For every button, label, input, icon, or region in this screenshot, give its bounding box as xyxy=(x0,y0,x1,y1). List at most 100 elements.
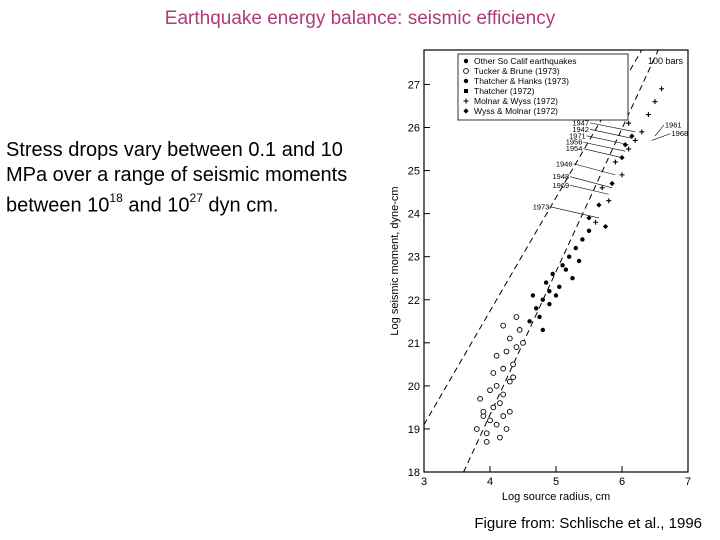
year-label: 1969 xyxy=(553,181,570,190)
legend-entry: Other So Calif earthquakes xyxy=(474,56,577,66)
y-tick-label: 20 xyxy=(408,381,420,393)
data-point xyxy=(645,112,651,118)
data-point xyxy=(609,180,615,187)
data-point xyxy=(506,335,513,342)
data-point xyxy=(493,383,500,389)
data-point xyxy=(530,293,536,298)
data-point xyxy=(593,219,599,225)
data-point xyxy=(490,370,497,376)
data-point xyxy=(473,426,480,432)
data-point xyxy=(490,404,497,411)
data-point xyxy=(503,426,510,432)
data-point xyxy=(573,245,578,251)
data-point xyxy=(480,408,487,415)
y-tick-label: 19 xyxy=(408,424,420,436)
data-point xyxy=(586,228,592,234)
y-tick-label: 26 xyxy=(408,123,420,135)
x-tick-label: 7 xyxy=(685,476,691,488)
stress-drop-line xyxy=(463,49,659,473)
year-label: 1968 xyxy=(672,129,689,138)
data-point xyxy=(510,374,516,381)
data-point xyxy=(652,99,658,105)
legend-box xyxy=(457,53,629,121)
year-label: 1947 xyxy=(572,118,589,127)
data-point xyxy=(626,120,632,126)
year-label: 1946 xyxy=(556,159,573,168)
legend-marker xyxy=(463,108,469,114)
data-point xyxy=(513,344,520,350)
data-point xyxy=(513,314,520,320)
x-tick-label: 6 xyxy=(619,476,625,488)
data-point xyxy=(550,271,555,277)
y-tick-label: 23 xyxy=(408,252,420,264)
data-point xyxy=(540,297,545,302)
year-label: 1954 xyxy=(566,144,583,153)
data-point xyxy=(497,400,503,406)
y-tick-label: 25 xyxy=(408,166,420,178)
year-label: 1961 xyxy=(665,121,682,130)
text-part: and 10 xyxy=(122,194,190,217)
data-point xyxy=(547,288,552,294)
y-axis-label: Log seismic moment, dyne-cm xyxy=(389,186,401,335)
year-leader xyxy=(550,206,599,219)
data-point xyxy=(599,185,605,191)
legend-entry: Wyss & Molnar (1972) xyxy=(474,106,558,116)
legend-marker xyxy=(463,68,469,74)
legend-marker xyxy=(464,89,468,93)
legend-entry: Molnar & Wyss (1972) xyxy=(474,96,558,106)
data-point xyxy=(563,267,569,272)
data-point xyxy=(527,319,532,324)
data-point xyxy=(580,237,585,242)
data-point xyxy=(516,327,523,333)
data-point xyxy=(487,417,493,424)
year-leader xyxy=(570,185,609,195)
year-label: 1948 xyxy=(553,172,570,181)
data-point xyxy=(553,293,559,298)
year-leader xyxy=(589,129,632,139)
data-point xyxy=(632,137,638,143)
figure-credit: Figure from: Schlische et al., 1996 xyxy=(474,515,702,532)
data-point xyxy=(506,408,513,415)
exponent: 18 xyxy=(109,191,123,205)
x-axis-label: Log source radius, cm xyxy=(502,491,610,503)
year-leader xyxy=(589,122,636,133)
legend-marker xyxy=(463,98,469,104)
data-point xyxy=(612,159,618,165)
data-point xyxy=(493,421,500,428)
y-tick-label: 27 xyxy=(408,79,420,91)
data-point xyxy=(602,223,609,230)
data-point xyxy=(639,129,645,135)
data-point xyxy=(570,276,575,281)
data-point xyxy=(576,258,582,264)
data-point xyxy=(540,327,545,333)
legend-entry: Thatcher & Hanks (1973) xyxy=(474,76,569,86)
text-part: Stress drops vary between 0.1 and 10 MPa… xyxy=(6,139,348,217)
data-point xyxy=(503,348,510,355)
line-label: 100 bars xyxy=(648,56,684,66)
data-point xyxy=(659,86,665,92)
year-leader xyxy=(654,124,665,137)
year-leader xyxy=(651,133,671,141)
year-label: 1942 xyxy=(572,125,589,134)
data-point xyxy=(622,142,628,148)
seismic-moment-chart: 18 19 20 21 22 23 24 25 26 27 3 4 5 6 7 Log source radi… xyxy=(389,49,691,503)
year-leader xyxy=(586,135,629,146)
year-leader xyxy=(573,163,616,176)
y-tick-label: 21 xyxy=(408,338,420,350)
data-point xyxy=(557,284,562,290)
year-label: 1956 xyxy=(566,138,583,147)
x-tick-label: 5 xyxy=(553,476,559,488)
year-label: 1973 xyxy=(533,202,550,211)
data-point xyxy=(477,395,483,402)
data-point xyxy=(560,263,565,268)
year-label: 1971 xyxy=(569,131,586,140)
data-point xyxy=(487,387,493,394)
y-tick-label: 18 xyxy=(408,467,420,479)
legend-entry: Tucker & Brune (1973) xyxy=(474,66,560,76)
text-part: dyn cm. xyxy=(202,194,279,217)
data-point xyxy=(534,306,539,311)
y-tick-label: 22 xyxy=(408,295,420,307)
data-point xyxy=(500,391,507,398)
legend-entry: Thatcher (1972) xyxy=(474,86,535,96)
year-leader xyxy=(570,176,613,189)
